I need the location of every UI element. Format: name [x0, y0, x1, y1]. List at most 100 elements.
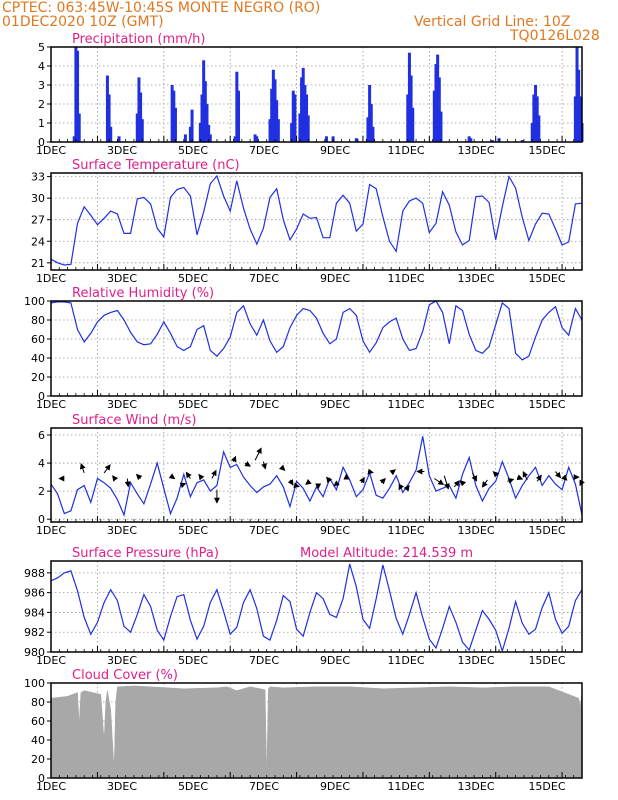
x-tick-label: 15DEC — [528, 780, 565, 793]
y-tick-label: 4 — [38, 457, 45, 470]
wind-arrow — [326, 476, 333, 484]
x-tick-label: 3DEC — [107, 524, 137, 537]
precip-bar — [409, 75, 413, 142]
wind-arrow — [492, 470, 500, 478]
x-tick-label: 11DEC — [387, 398, 424, 411]
x-tick-label: 1DEC — [36, 144, 66, 157]
precip-bar — [203, 81, 207, 142]
wind-arrow — [434, 478, 445, 486]
wind-arrow — [359, 476, 365, 484]
series-line-wind — [50, 436, 583, 517]
panel-title: Surface Wind (m/s) — [72, 413, 196, 428]
y-tick-label: 20 — [31, 371, 45, 384]
wind-arrow — [305, 478, 312, 485]
precip-bar — [354, 138, 358, 142]
panel-title: Relative Humidity (%) — [72, 286, 214, 301]
x-tick-label: 11DEC — [387, 654, 424, 667]
x-tick-label: 5DEC — [178, 780, 208, 793]
x-tick-label: 3DEC — [107, 654, 137, 667]
series-line-temp — [50, 174, 583, 266]
precip-bar — [467, 136, 471, 142]
precip-bar — [366, 117, 370, 142]
precip-bar — [170, 85, 174, 142]
wind-arrow — [535, 474, 542, 482]
model-altitude-label: Model Altitude: 214.539 m — [300, 546, 473, 561]
y-tick-label: 80 — [31, 314, 45, 327]
precip-bar — [275, 100, 279, 142]
y-tick-label: 60 — [31, 715, 45, 728]
wind-arrow — [453, 480, 460, 488]
precip-bar — [324, 136, 328, 142]
y-tick-label: 0 — [38, 772, 45, 785]
x-tick-label: 7DEC — [249, 272, 279, 285]
x-tick-label: 1DEC — [36, 524, 66, 537]
panel-frame — [50, 46, 583, 143]
x-tick-label: 15DEC — [528, 144, 565, 157]
header-station: CPTEC: 063:45W-10:45S MONTE NEGRO (RO) — [2, 0, 321, 16]
y-tick-label: 986 — [24, 587, 45, 600]
y-tick-label: 80 — [31, 696, 45, 709]
wind-arrow — [561, 474, 568, 481]
x-tick-label: 5DEC — [178, 144, 208, 157]
y-tick-label: 0 — [38, 513, 45, 526]
x-tick-label: 9DEC — [320, 398, 350, 411]
x-tick-label: 9DEC — [320, 144, 350, 157]
precip-bar — [188, 126, 192, 142]
precip-bar — [207, 124, 211, 142]
precip-bar — [306, 115, 310, 142]
precip-bar — [172, 90, 176, 142]
wind-arrow — [278, 464, 286, 471]
x-tick-label: 9DEC — [320, 654, 350, 667]
precip-bar — [371, 126, 375, 142]
wind-arrow — [293, 482, 300, 489]
y-tick-label: 27 — [31, 214, 45, 227]
precip-bar — [77, 113, 81, 142]
precip-bar — [520, 140, 524, 142]
wind-arrow — [398, 483, 405, 491]
precip-bar — [74, 47, 78, 142]
precip-bar — [290, 123, 294, 142]
precip-bar — [273, 79, 277, 142]
x-tick-label: 5DEC — [178, 654, 208, 667]
y-tick-label: 20 — [31, 753, 45, 766]
wind-arrow — [168, 473, 176, 480]
x-tick-label: 5DEC — [178, 398, 208, 411]
x-tick-label: 9DEC — [320, 780, 350, 793]
wind-arrow — [244, 460, 252, 467]
precip-bar — [137, 77, 141, 142]
x-tick-label: 15DEC — [528, 524, 565, 537]
precip-bar — [105, 75, 109, 142]
precip-bar — [291, 90, 295, 142]
wind-arrow — [185, 471, 192, 479]
wind-arrow — [403, 484, 410, 492]
series-line-rh — [50, 300, 583, 361]
wind-arrow — [471, 472, 477, 482]
precip-bar — [537, 115, 541, 142]
precip-bar — [578, 96, 582, 142]
x-tick-label: 7DEC — [249, 144, 279, 157]
precip-bar — [298, 113, 302, 142]
precip-bar — [208, 134, 212, 142]
wind-arrow — [367, 468, 374, 475]
precip-bar — [200, 94, 204, 142]
precip-bar — [235, 71, 239, 142]
wind-arrow — [124, 478, 131, 488]
x-tick-label: 7DEC — [249, 398, 279, 411]
panel-title: Precipitation (mm/h) — [72, 32, 205, 47]
x-tick-label: 13DEC — [457, 272, 494, 285]
panel-frame — [50, 172, 583, 271]
wind-arrow — [522, 471, 529, 481]
precip-bar — [437, 77, 441, 142]
precip-bar — [76, 50, 80, 142]
precip-bar — [233, 136, 237, 142]
x-tick-label: 11DEC — [387, 780, 424, 793]
y-tick-label: 40 — [31, 352, 45, 365]
y-tick-label: 980 — [24, 646, 45, 659]
wind-arrow — [287, 479, 294, 486]
wind-arrow — [79, 462, 86, 474]
wind-arrow — [443, 475, 450, 490]
wind-arrow — [554, 471, 562, 479]
precip-bar — [205, 104, 209, 142]
x-tick-label: 11DEC — [387, 144, 424, 157]
